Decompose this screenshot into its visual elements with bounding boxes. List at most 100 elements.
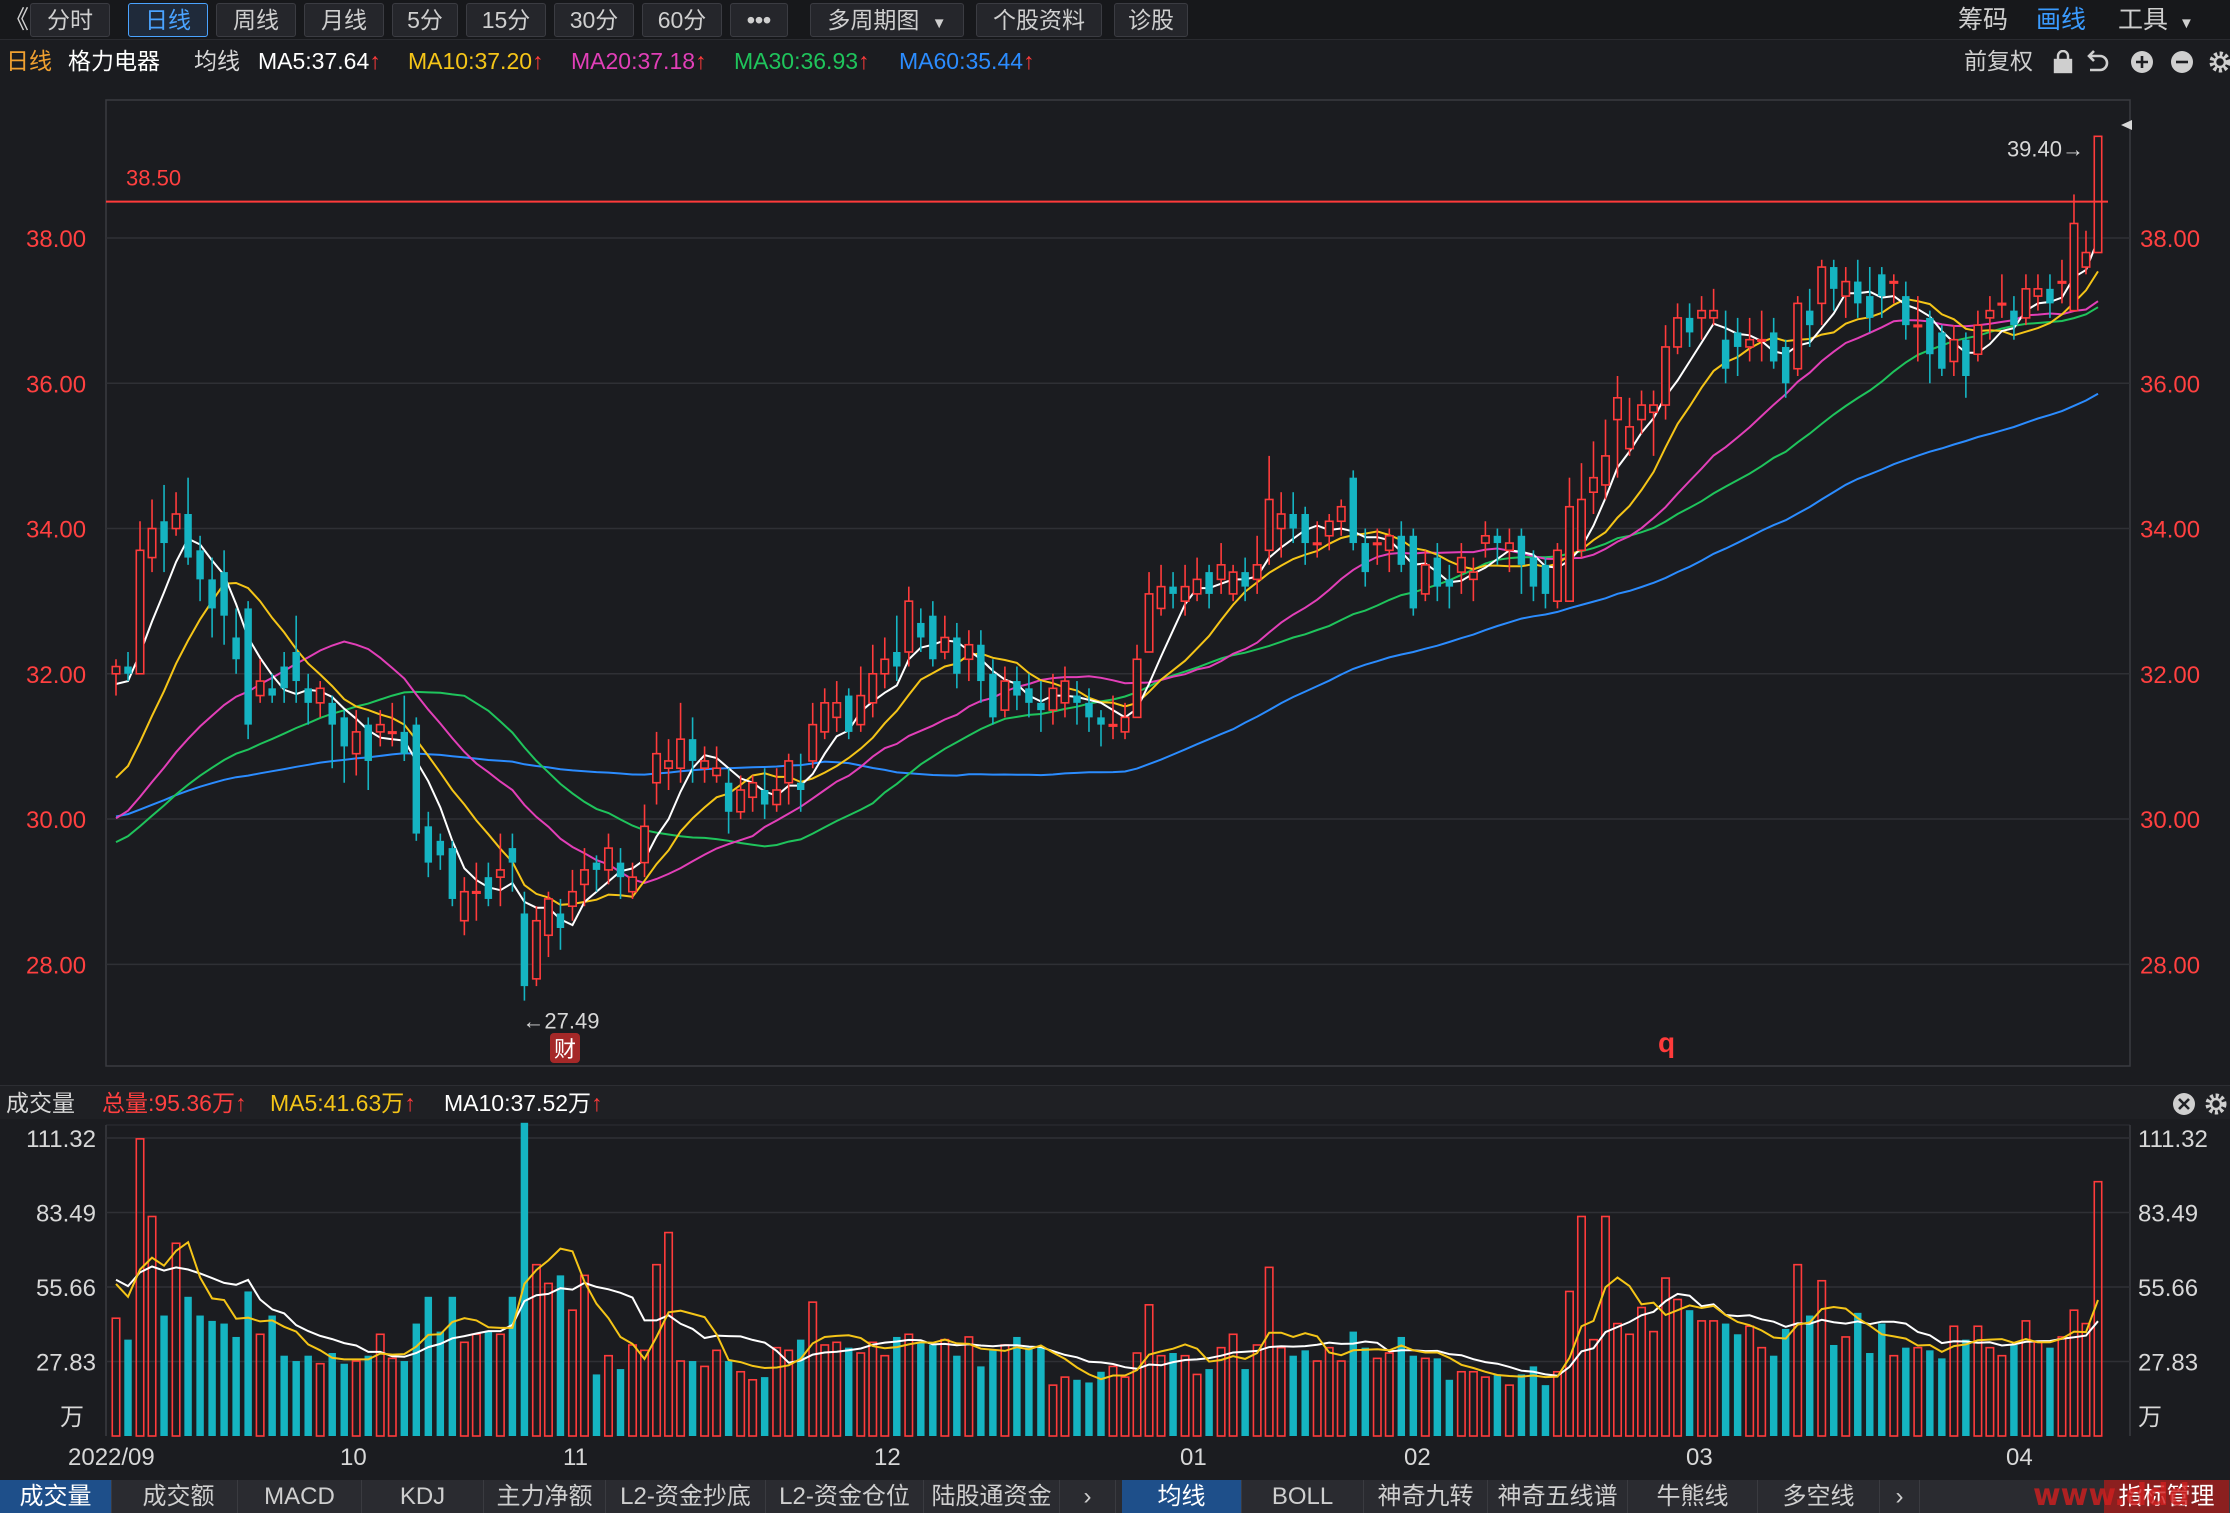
volume-ma10-line xyxy=(115,1265,2099,1377)
volume-bar xyxy=(1073,1379,1081,1436)
gear-icon[interactable] xyxy=(2209,51,2230,73)
tab-kdj[interactable]: KDJ xyxy=(362,1480,484,1513)
diagnose-button[interactable]: 诊股 xyxy=(1114,3,1188,37)
financial-report-badge[interactable]: 财 xyxy=(550,1033,580,1063)
candle-body xyxy=(160,521,168,544)
ma20-value: MA20:37.18↑ xyxy=(571,42,707,80)
tab-bull-bear[interactable]: 牛熊线 xyxy=(1628,1480,1758,1513)
volume-bar xyxy=(508,1296,517,1436)
zoom-in-icon[interactable] xyxy=(2131,51,2153,73)
adjust-mode[interactable]: 前复权 xyxy=(1964,48,2033,74)
candle-body xyxy=(1878,274,1886,297)
volume-bar xyxy=(292,1361,300,1436)
candle-body xyxy=(1973,324,1983,356)
volume-bar xyxy=(556,1275,565,1436)
candle-body xyxy=(904,600,914,653)
candle-body xyxy=(1576,498,1587,552)
candle-body xyxy=(268,688,276,696)
stock-info-button[interactable]: 个股资料 xyxy=(976,3,1102,37)
tab-ma[interactable]: 均线 xyxy=(1122,1480,1242,1513)
volume-bar xyxy=(1926,1350,1934,1436)
zoom-out-icon[interactable] xyxy=(2171,51,2193,73)
lock-icon[interactable] xyxy=(2053,50,2073,74)
tab-long-short[interactable]: 多空线 xyxy=(1758,1480,1880,1513)
volume-bar xyxy=(280,1355,288,1436)
ma-indicator-label[interactable]: 均线 xyxy=(194,48,240,74)
candle-body xyxy=(315,687,325,704)
draw-button[interactable]: 画线 xyxy=(2036,6,2087,34)
tab-turnover[interactable]: 成交额 xyxy=(120,1480,238,1513)
period-tab-minute[interactable]: 分时 xyxy=(30,3,110,37)
period-tab-5min[interactable]: 5分 xyxy=(392,3,458,37)
tab-l2-bottom[interactable]: L2-资金抄底 xyxy=(606,1480,766,1513)
volume-bar xyxy=(664,1231,674,1437)
kline-chart[interactable]: 38.00 38.00 36.00 36.00 34.00 34.00 32.00 32.00… xyxy=(0,80,2230,1480)
candle-body xyxy=(1637,404,1647,421)
candle-body xyxy=(1600,455,1611,486)
chevron-right-icon[interactable]: › xyxy=(1880,1480,1920,1513)
price-axis: 38.00 38.00 36.00 36.00 34.00 34.00 32.00 32.00… xyxy=(26,226,2200,979)
period-tab-15min[interactable]: 15分 xyxy=(466,3,546,37)
volume-bar xyxy=(1276,1346,1286,1437)
back-icon[interactable]: 《 xyxy=(4,6,30,34)
chips-button[interactable]: 筹码 xyxy=(1958,6,2009,34)
period-tab-30min[interactable]: 30分 xyxy=(554,3,634,37)
volume-bar xyxy=(1552,1370,1562,1437)
tab-main-net[interactable]: 主力净额 xyxy=(484,1480,606,1513)
tab-l2-position[interactable]: L2-资金仓位 xyxy=(766,1480,924,1513)
volume-bar xyxy=(1973,1325,1983,1437)
multi-period-dropdown[interactable]: 多周期图 ▼ xyxy=(810,3,964,37)
event-marker[interactable]: q xyxy=(1658,1027,1675,1058)
candles xyxy=(111,135,2103,1001)
period-tab-weekly[interactable]: 周线 xyxy=(216,3,296,37)
period-tab-monthly[interactable]: 月线 xyxy=(304,3,384,37)
volume-bar xyxy=(328,1353,336,1436)
volume-bar xyxy=(220,1323,228,1436)
close-icon[interactable] xyxy=(2173,1093,2195,1115)
indicator-tab-bar: 成交量 成交额 MACD KDJ 主力净额 L2-资金抄底 L2-资金仓位 陆股… xyxy=(0,1480,2230,1513)
volume-bar xyxy=(543,1282,553,1437)
candle-body xyxy=(1264,498,1274,552)
candle-body xyxy=(436,840,445,856)
period-tab-60min[interactable]: 60分 xyxy=(642,3,722,37)
candle-body xyxy=(1830,267,1838,289)
ma30-text: MA30:36.93 xyxy=(734,48,859,74)
candle-body xyxy=(1841,280,1851,297)
volume-tick-right: 111.32 xyxy=(2138,1126,2208,1153)
volume-bar xyxy=(471,1333,481,1437)
volume-bar xyxy=(1493,1374,1502,1436)
candle-body xyxy=(820,702,830,733)
gear-icon[interactable] xyxy=(2205,1093,2227,1115)
volume-bar xyxy=(1180,1354,1190,1437)
tab-magic-nine[interactable]: 神奇九转 xyxy=(1364,1480,1488,1513)
volume-bar xyxy=(1600,1215,1611,1437)
candle-body xyxy=(796,782,805,790)
tab-boll[interactable]: BOLL xyxy=(1242,1480,1364,1513)
volume-bar xyxy=(1949,1325,1959,1437)
volume-bar xyxy=(1985,1346,1995,1437)
volume-bar xyxy=(1216,1346,1226,1437)
candle-body xyxy=(929,615,937,660)
candle-body xyxy=(760,790,769,805)
volume-controls xyxy=(2173,1093,2227,1115)
volume-bar xyxy=(712,1349,722,1437)
tab-volume[interactable]: 成交量 xyxy=(0,1480,112,1513)
volume-bar xyxy=(2021,1320,2031,1437)
volume-bar xyxy=(1468,1370,1478,1437)
volume-bar xyxy=(1336,1360,1346,1437)
tools-dropdown[interactable]: 工具 ▼ xyxy=(2118,3,2194,37)
volume-bar xyxy=(1913,1346,1923,1437)
tab-macd[interactable]: MACD xyxy=(238,1480,362,1513)
chevron-right-icon[interactable]: › xyxy=(1060,1480,1116,1513)
candle-body xyxy=(424,826,433,863)
tab-magic-five[interactable]: 神奇五线谱 xyxy=(1488,1480,1628,1513)
up-arrow-icon: ↑ xyxy=(1023,48,1035,74)
more-icon[interactable]: ••• xyxy=(730,3,788,37)
tab-hk-connect[interactable]: 陆股通资金 xyxy=(924,1480,1060,1513)
undo-icon[interactable] xyxy=(2087,50,2109,72)
period-tab-daily[interactable]: 日线 xyxy=(128,3,208,37)
volume-bar xyxy=(1757,1346,1767,1437)
price-level-label: 38.50 xyxy=(126,166,181,191)
volume-bar xyxy=(1037,1347,1045,1436)
candle-body xyxy=(1938,332,1946,369)
